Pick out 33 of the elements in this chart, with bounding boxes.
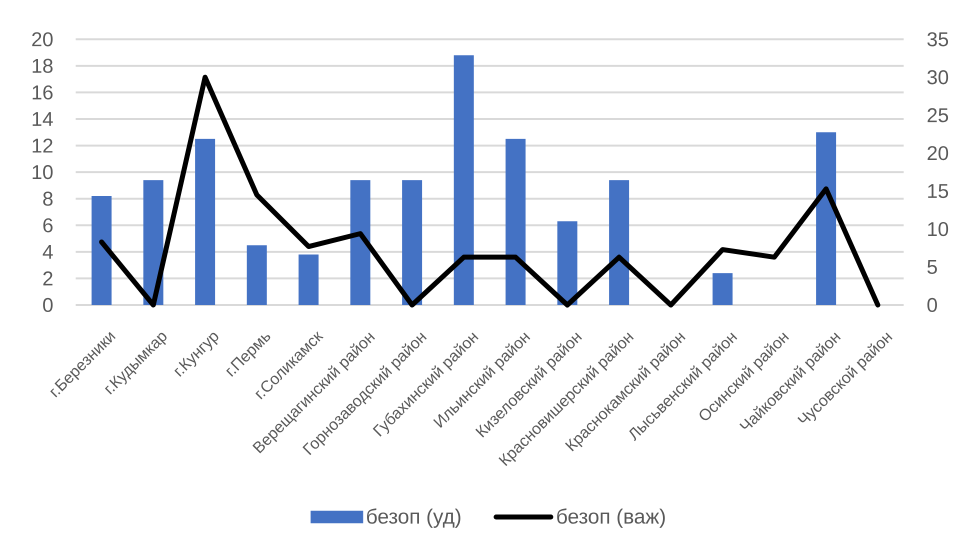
y-tick-label: 10	[32, 165, 53, 180]
bar	[609, 180, 630, 305]
legend-label: безоп (уд)	[367, 508, 460, 528]
y-tick-label: 4	[42, 244, 53, 259]
y2-tick-label: 25	[928, 108, 948, 122]
y2-tick-label: 5	[927, 260, 937, 274]
bar	[246, 245, 267, 305]
y2-tick-label: 15	[928, 184, 948, 198]
y-tick-label: 0	[43, 298, 53, 312]
y2-tick-label: 30	[927, 70, 948, 84]
bar	[506, 138, 526, 305]
bar	[557, 221, 578, 305]
y2-tick-label: 35	[927, 32, 948, 46]
y-tick-label: 16	[32, 85, 53, 100]
bar	[454, 55, 474, 305]
bar	[298, 254, 319, 305]
y-tick-label: 8	[43, 192, 53, 206]
y2-tick-label: 10	[928, 222, 948, 236]
legend-label: безоп (важ)	[557, 508, 665, 528]
bar	[816, 132, 836, 305]
bar	[712, 273, 733, 305]
y-tick-label: 6	[43, 218, 53, 232]
y2-tick-label: 0	[927, 298, 937, 312]
y-tick-label: 14	[32, 112, 53, 126]
bar	[350, 180, 370, 305]
y-tick-label: 20	[32, 32, 53, 46]
y-tick-label: 18	[32, 58, 53, 73]
y-tick-label: 12	[32, 138, 52, 153]
bar	[92, 196, 112, 305]
y-tick-label: 2	[43, 271, 52, 286]
y2-tick-label: 20	[928, 146, 948, 160]
bar	[402, 180, 422, 305]
bar	[195, 138, 216, 305]
